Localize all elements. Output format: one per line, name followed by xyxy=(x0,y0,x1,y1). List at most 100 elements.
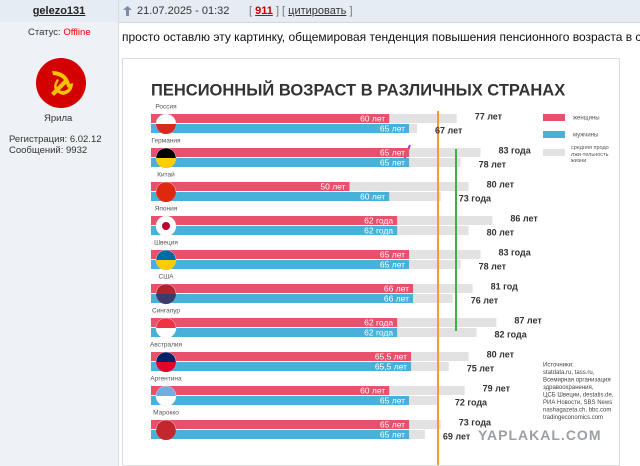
messages: Сообщений: 9932 xyxy=(9,145,88,156)
bar xyxy=(151,328,398,337)
bar-label: 62 года xyxy=(364,327,393,337)
bracket: ] [ xyxy=(275,5,286,17)
chart-title: ПЕНСИОННЫЙ ВОЗРАСТ В РАЗЛИЧНЫХ СТРАНАХ xyxy=(151,80,565,99)
bar xyxy=(151,182,350,191)
bar xyxy=(151,226,398,235)
bar-label: 65 лет xyxy=(380,429,405,439)
legend-label: мужчины xyxy=(573,133,598,139)
bar-label: 50 лет xyxy=(320,181,345,191)
life-label: 79 лет xyxy=(483,383,511,393)
country-label: Китай xyxy=(157,171,175,179)
life-label: 67 лет xyxy=(435,125,463,135)
flag xyxy=(156,260,176,270)
bar xyxy=(151,114,390,123)
life-label: 72 года xyxy=(455,397,488,407)
bar-label: 65 лет xyxy=(380,395,405,405)
life-label: 86 лет xyxy=(510,213,538,223)
life-label: 87 лет xyxy=(514,315,542,325)
legend-swatch xyxy=(543,149,565,156)
bar-label: 65 лет xyxy=(380,157,405,167)
source-line: РИА Новости, SBS News xyxy=(543,400,612,406)
bar-label: 65,5 лет xyxy=(375,351,407,361)
life-label: 80 лет xyxy=(487,179,515,189)
bar xyxy=(151,352,412,361)
life-label: 69 лет xyxy=(443,431,471,441)
bar xyxy=(151,362,412,371)
registration: Регистрация: 6.02.12 xyxy=(9,134,102,145)
post-image: ПЕНСИОННЫЙ ВОЗРАСТ В РАЗЛИЧНЫХ СТРАНАХ 6… xyxy=(122,58,620,466)
bar-label: 66 лет xyxy=(384,283,409,293)
life-label: 82 года xyxy=(495,329,528,339)
flag xyxy=(156,158,176,168)
source-line: Источники: xyxy=(543,363,574,369)
country-label: Австралия xyxy=(150,342,183,349)
source-line: Всемирная организация xyxy=(543,378,611,384)
life-label: 78 лет xyxy=(479,159,507,169)
life-label: 78 лет xyxy=(479,261,507,271)
bar xyxy=(151,216,398,225)
bar xyxy=(151,148,410,157)
bar-label: 60 лет xyxy=(360,385,385,395)
life-label: 80 лет xyxy=(487,227,515,237)
life-label: 73 года xyxy=(459,193,492,203)
bar xyxy=(151,158,410,167)
flag xyxy=(156,192,176,202)
country-label: Япония xyxy=(155,206,178,213)
bar xyxy=(151,260,410,269)
post-header: 21.07.2025 - 01:32 [ 911 ] [ цитировать … xyxy=(119,0,640,23)
author[interactable]: gelezo131 xyxy=(0,0,118,22)
bar xyxy=(151,192,390,201)
post-number[interactable]: 911 xyxy=(255,5,273,17)
avatar-caption: Ярила xyxy=(44,113,73,124)
bar-label: 66 лет xyxy=(384,293,409,303)
flag xyxy=(156,294,176,304)
bar xyxy=(151,250,410,259)
life-label: 77 лет xyxy=(475,111,503,121)
post-icon xyxy=(123,6,132,16)
source-line: statdata.ru, tass.ru, xyxy=(543,370,595,376)
header-links: [ 911 ] [ цитировать ] xyxy=(249,5,353,17)
status-label: Статус: xyxy=(28,27,61,38)
bar xyxy=(151,294,414,303)
bar-label: 65 лет xyxy=(380,419,405,429)
bar xyxy=(151,318,398,327)
quote-link[interactable]: цитировать xyxy=(288,5,347,17)
bracket: [ xyxy=(249,5,253,17)
country-label: Сингапур xyxy=(152,308,180,315)
source-line: здравоохранения, xyxy=(543,385,594,391)
source-line: nashagazeta.ch, bbc.com xyxy=(543,408,611,414)
sidebar: gelezo131 Статус: Offline Ярила Регистра… xyxy=(0,0,119,466)
status: Статус: Offline xyxy=(28,27,91,38)
legend-swatch xyxy=(543,114,565,121)
country-label: Швеция xyxy=(154,240,178,247)
post-date: 21.07.2025 - 01:32 xyxy=(137,5,230,17)
legend-label: женщины xyxy=(573,116,600,122)
life-label: 73 года xyxy=(459,417,492,427)
country-label: Аргентина xyxy=(150,376,182,383)
bar-label: 62 года xyxy=(364,225,393,235)
flag xyxy=(162,222,170,230)
bar-label: 60 лет xyxy=(360,113,385,123)
chart: ПЕНСИОННЫЙ ВОЗРАСТ В РАЗЛИЧНЫХ СТРАНАХ 6… xyxy=(150,80,614,465)
bar-label: 65 лет xyxy=(380,249,405,259)
country-label: Марокко xyxy=(153,410,179,417)
life-label: 83 года xyxy=(499,247,532,257)
bar xyxy=(151,124,410,133)
life-label: 80 лет xyxy=(487,349,515,359)
avatar xyxy=(36,58,86,108)
legend-swatch xyxy=(543,131,565,138)
country-label: Германия xyxy=(151,138,181,145)
country-label: Россия xyxy=(155,104,177,111)
bar xyxy=(151,284,414,293)
source-line: ЦСБ Швеции, destatis.de, xyxy=(543,393,614,399)
flag xyxy=(156,396,176,406)
source-line: tradingeconomics.com xyxy=(543,415,603,421)
bar-label: 62 года xyxy=(364,215,393,225)
flag xyxy=(156,124,176,134)
country-label: США xyxy=(159,274,175,281)
bracket: ] xyxy=(349,5,353,17)
bar-label: 62 года xyxy=(364,317,393,327)
legend-label: средняя продолжи-тельность жизни xyxy=(571,145,609,164)
flag xyxy=(156,430,176,440)
